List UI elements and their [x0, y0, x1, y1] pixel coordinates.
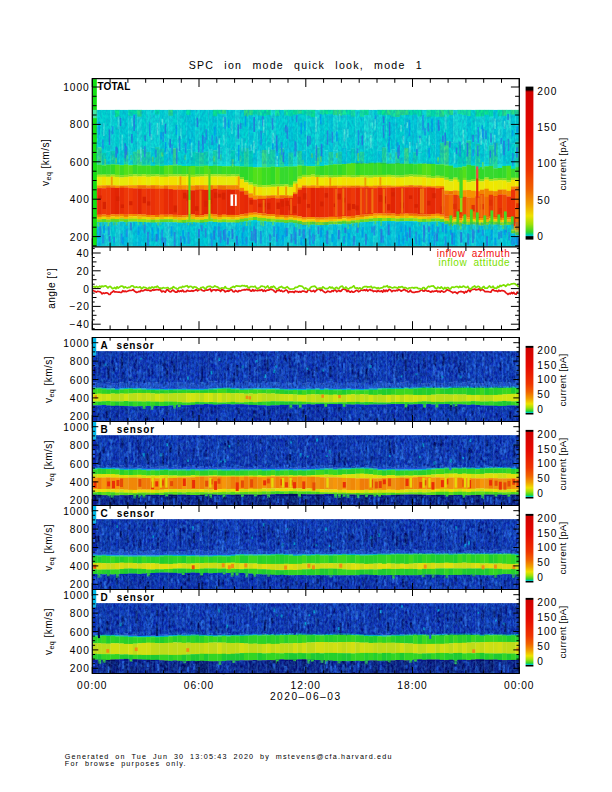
svg-text:0: 0: [537, 656, 544, 667]
svg-text:−20: −20: [70, 301, 90, 312]
svg-text:TOTAL: TOTAL: [98, 81, 131, 92]
svg-text:200: 200: [70, 232, 90, 243]
svg-text:current [pA]: current [pA]: [557, 437, 568, 490]
svg-text:0: 0: [83, 284, 90, 295]
svg-text:−40: −40: [70, 319, 90, 330]
svg-text:100: 100: [537, 374, 557, 385]
svg-text:200: 200: [70, 411, 90, 422]
svg-text:100: 100: [537, 626, 557, 637]
svg-text:600: 600: [70, 157, 90, 168]
svg-text:200: 200: [70, 495, 90, 506]
svg-text:100: 100: [537, 542, 557, 553]
svg-text:D sensor: D sensor: [101, 592, 156, 603]
svg-text:0: 0: [537, 572, 544, 583]
svg-text:1000: 1000: [63, 590, 90, 601]
svg-text:600: 600: [70, 627, 90, 638]
svg-text:600: 600: [70, 459, 90, 470]
svg-text:1000: 1000: [63, 82, 90, 93]
svg-text:1000: 1000: [63, 506, 90, 517]
svg-text:800: 800: [70, 608, 90, 619]
svg-text:150: 150: [537, 444, 557, 455]
svg-text:00:00: 00:00: [77, 680, 108, 691]
svg-text:200: 200: [70, 663, 90, 674]
svg-text:800: 800: [70, 524, 90, 535]
svg-text:400: 400: [70, 645, 90, 656]
svg-text:2020–06–03: 2020–06–03: [270, 691, 342, 702]
svg-text:current [pA]: current [pA]: [557, 353, 568, 406]
svg-text:400: 400: [70, 477, 90, 488]
svg-text:current [pA]: current [pA]: [557, 137, 568, 190]
svg-text:angle [°]: angle [°]: [46, 268, 57, 309]
svg-text:400: 400: [70, 561, 90, 572]
svg-text:50: 50: [537, 195, 550, 206]
svg-text:600: 600: [70, 375, 90, 386]
svg-text:B sensor: B sensor: [101, 424, 156, 435]
svg-text:100: 100: [537, 458, 557, 469]
svg-text:12:00: 12:00: [291, 680, 322, 691]
svg-text:0: 0: [537, 404, 544, 415]
svg-text:100: 100: [537, 158, 557, 169]
svg-text:current [pA]: current [pA]: [557, 521, 568, 574]
svg-text:200: 200: [70, 579, 90, 590]
svg-text:50: 50: [537, 473, 550, 484]
svg-text:A sensor: A sensor: [101, 340, 155, 351]
svg-text:1000: 1000: [63, 338, 90, 349]
svg-text:40: 40: [76, 248, 89, 259]
svg-text:inflow attitude: inflow attitude: [439, 257, 511, 268]
svg-text:150: 150: [537, 360, 557, 371]
svg-text:SPC ion mode quick look, mode: SPC ion mode quick look, mode 1: [189, 59, 423, 71]
svg-text:150: 150: [537, 612, 557, 623]
svg-text:00:00: 00:00: [504, 680, 535, 691]
svg-text:20: 20: [76, 266, 89, 277]
svg-text:800: 800: [70, 119, 90, 130]
svg-text:150: 150: [537, 122, 557, 133]
svg-text:1000: 1000: [63, 422, 90, 433]
svg-text:0: 0: [537, 488, 544, 499]
svg-text:50: 50: [537, 557, 550, 568]
svg-text:200: 200: [537, 345, 557, 356]
svg-text:600: 600: [70, 543, 90, 554]
svg-text:06:00: 06:00: [184, 680, 215, 691]
svg-text:400: 400: [70, 393, 90, 404]
svg-text:200: 200: [537, 429, 557, 440]
svg-text:800: 800: [70, 440, 90, 451]
svg-text:0: 0: [537, 231, 544, 242]
svg-text:200: 200: [537, 86, 557, 97]
svg-text:200: 200: [537, 513, 557, 524]
svg-text:800: 800: [70, 356, 90, 367]
svg-text:18:00: 18:00: [397, 680, 428, 691]
svg-text:50: 50: [537, 641, 550, 652]
svg-text:400: 400: [70, 194, 90, 205]
svg-text:C sensor: C sensor: [101, 508, 156, 519]
svg-text:current [pA]: current [pA]: [557, 605, 568, 658]
svg-text:150: 150: [537, 528, 557, 539]
svg-text:For browse purposes only.: For browse purposes only.: [65, 759, 187, 768]
svg-text:200: 200: [537, 597, 557, 608]
svg-text:50: 50: [537, 389, 550, 400]
